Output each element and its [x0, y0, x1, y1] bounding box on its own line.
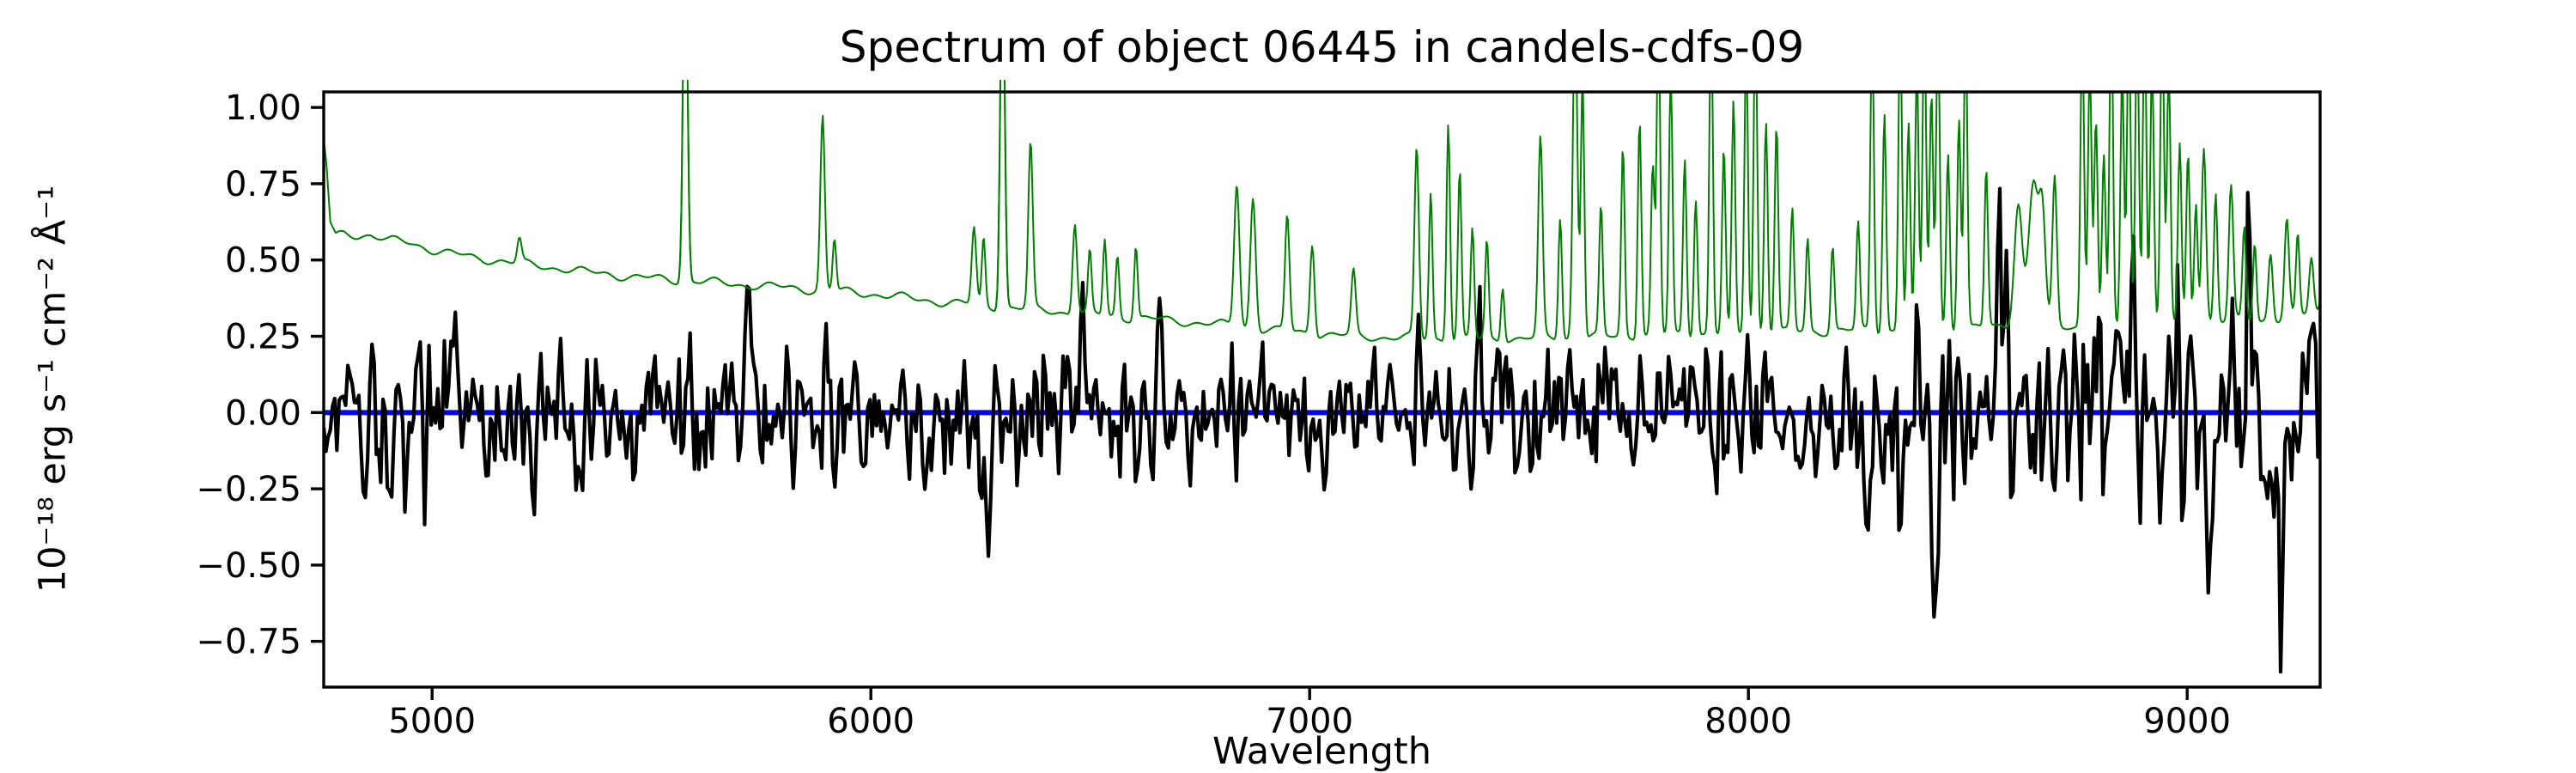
plot-lines — [323, 92, 2321, 674]
x-axis-label: Wavelength — [1212, 730, 1432, 773]
bright-sky-line — [993, 80, 1012, 311]
y-tick-label: 0.50 — [225, 241, 301, 281]
y-tick-label: 0.25 — [225, 318, 301, 357]
y-tick-label: −0.25 — [196, 470, 301, 509]
noise-spectrum-line — [323, 92, 2321, 344]
plot-background — [324, 92, 2320, 687]
x-axis-ticks: 5000 6000 7000 8000 9000 — [388, 687, 2231, 741]
axes-frame — [322, 90, 2322, 689]
x-tick-label: 8000 — [1704, 702, 1792, 741]
chart-title: Spectrum of object 06445 in candels-cdfs… — [839, 22, 1805, 72]
flux-spectrum-line — [323, 186, 2321, 674]
y-tick-label: 1.00 — [225, 88, 301, 128]
y-tick-label: 0.00 — [225, 393, 301, 433]
y-tick-label: −0.75 — [196, 623, 301, 662]
x-tick-label: 9000 — [2143, 702, 2231, 741]
x-tick-label: 5000 — [388, 702, 476, 741]
noise-spectrum-bright-lines — [676, 80, 1012, 311]
x-tick-label: 6000 — [827, 702, 914, 741]
x-tick-label: 7000 — [1266, 702, 1353, 741]
y-tick-label: 0.75 — [225, 165, 301, 204]
bright-sky-line — [676, 80, 696, 285]
y-axis-ticks: 1.00 0.75 0.50 0.25 0.00 −0.25 −0.50 −0.75 — [196, 88, 324, 662]
y-tick-label: −0.50 — [196, 546, 301, 586]
